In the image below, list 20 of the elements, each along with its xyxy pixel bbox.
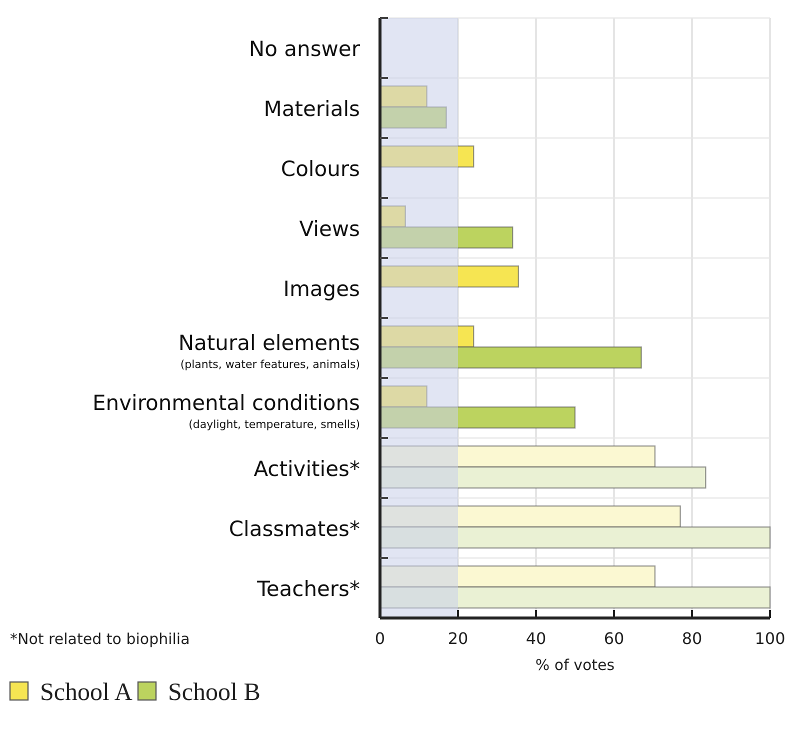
x-tick-label: 80: [682, 629, 702, 648]
y-tick-label: Colours: [280, 157, 360, 181]
y-tick-label: Teachers*: [256, 577, 360, 601]
y-tick-label: Environmental conditions (daylight, temperature, smells): [92, 391, 360, 431]
y-tick-label: No answer: [248, 37, 360, 61]
x-tick-label: 100: [754, 629, 786, 648]
y-tick-label: Classmates*: [228, 517, 360, 541]
y-tick-label: Activities*: [254, 457, 360, 481]
x-tick-label: 0: [374, 629, 386, 648]
legend-label: School B: [168, 679, 260, 706]
legend-label: School A: [40, 679, 132, 706]
x-tick-label: 40: [526, 629, 546, 648]
x-tick-label: 20: [448, 629, 468, 648]
y-tick-label: Natural elements (plants, water features, animals): [178, 331, 360, 371]
x-tick-label: 60: [604, 629, 624, 648]
y-tick-label: Materials: [264, 97, 360, 121]
y-tick-label: Views: [299, 217, 360, 241]
y-tick-label: Images: [283, 277, 360, 301]
text: *Not related to biophilia: [10, 630, 190, 648]
x-axis-title: % of votes: [535, 656, 615, 674]
